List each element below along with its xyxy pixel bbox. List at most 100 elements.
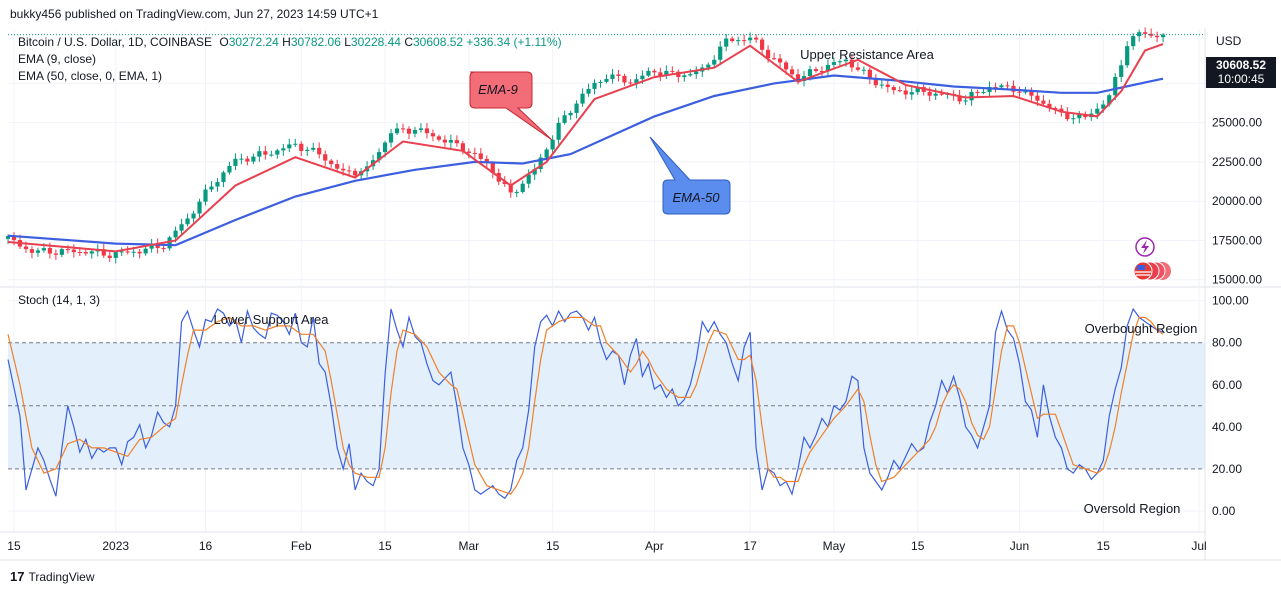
last-price-value: 30608.52 — [1215, 58, 1267, 72]
candle-body — [143, 248, 148, 254]
candle-body — [478, 153, 483, 159]
candle-body — [215, 182, 220, 187]
candle-body — [347, 170, 352, 172]
ema50-callout-label: EMA-50 — [673, 190, 721, 205]
candle-body — [23, 246, 29, 250]
candle-body — [538, 157, 543, 170]
candle-body — [867, 69, 872, 79]
ema9-legend[interactable]: EMA (9, close) — [18, 52, 97, 66]
us-flag-icon[interactable] — [1133, 261, 1171, 281]
axes: 15 2023 16 Feb 15 Mar 15 Apr 17 May 15 Jun 15 Jul 1500… — [0, 28, 1281, 561]
price-tick-label: 25000.00 — [1212, 116, 1262, 130]
candle-body — [777, 58, 783, 63]
ohlc-h-label: H — [282, 35, 291, 49]
time-tick-label: 17 — [743, 539, 757, 553]
time-tick-label: Mar — [459, 539, 480, 553]
candle-body — [53, 253, 58, 255]
candle-body — [424, 128, 430, 134]
candle-body — [694, 71, 699, 75]
candle-body — [269, 154, 274, 156]
ohlc-close: 30608.52 — [413, 35, 464, 49]
candle-body — [855, 67, 860, 70]
stoch-legend[interactable]: Stoch (14, 1, 3) — [18, 293, 101, 307]
stoch-d-line — [7, 316, 1164, 495]
candle-body — [1077, 114, 1082, 119]
candle-body — [915, 87, 920, 93]
candle-body — [1053, 108, 1058, 110]
ema9-line — [7, 43, 1164, 253]
time-tick-label: Apr — [645, 539, 664, 553]
candle-body — [472, 152, 477, 154]
symbol-name: Bitcoin / U.S. Dollar, 1D, COINBASE — [18, 35, 213, 49]
candle-body — [89, 251, 94, 254]
candle-body — [388, 133, 394, 143]
ohlc-c-label: C — [404, 35, 413, 49]
candle-body — [933, 93, 938, 96]
candle-body — [754, 37, 759, 40]
candle-body — [107, 255, 112, 258]
time-tick-label: Jun — [1010, 539, 1029, 553]
candle-body — [305, 149, 310, 151]
candle-body — [622, 75, 627, 83]
candle-body — [490, 163, 495, 173]
candle-body — [885, 84, 890, 88]
candle-body — [341, 168, 346, 171]
candle-body — [1161, 34, 1166, 38]
candle-body — [227, 165, 232, 173]
candle-body — [616, 74, 621, 76]
candle-body — [203, 189, 208, 202]
candle-body — [185, 218, 190, 225]
symbol-legend[interactable]: Bitcoin / U.S. Dollar, 1D, COINBASE O302… — [18, 35, 562, 49]
time-tick-label: 15 — [1097, 539, 1111, 553]
candle-body — [113, 252, 118, 258]
candle-body — [197, 201, 202, 214]
candle-body — [610, 74, 615, 79]
candle-body — [783, 62, 789, 70]
candle-body — [586, 88, 591, 94]
price-tick-label: 15000.00 — [1212, 273, 1262, 287]
candle-body — [658, 72, 663, 76]
candle-body — [736, 40, 741, 42]
candle-body — [574, 103, 579, 113]
candle-body — [682, 75, 687, 78]
candle-body — [897, 90, 902, 92]
candle-body — [718, 46, 723, 60]
candle-body — [406, 128, 412, 134]
candle-body — [263, 151, 268, 155]
candle-body — [1017, 91, 1022, 93]
candle-body — [233, 158, 238, 166]
candle-body — [161, 247, 166, 249]
tradingview-logo-icon: 17 — [10, 569, 25, 584]
candle-body — [813, 69, 819, 72]
candle-body — [173, 230, 178, 238]
candle-body — [789, 69, 795, 75]
candle-body — [311, 147, 316, 150]
footer[interactable]: 17 TradingView — [10, 569, 95, 584]
candle-body — [131, 251, 136, 253]
ema50-legend[interactable]: EMA (50, close, 0, EMA, 1) — [18, 69, 163, 83]
candle-body — [275, 150, 280, 155]
lightning-icon[interactable] — [1135, 237, 1155, 257]
candle-body — [436, 136, 442, 140]
candle-body — [664, 70, 669, 76]
ohlc-o-label: O — [219, 35, 229, 49]
candle-body — [1125, 46, 1130, 66]
candle-body — [676, 71, 681, 78]
time-tick-label: 15 — [911, 539, 925, 553]
candle-body — [550, 139, 555, 150]
candle-body — [119, 251, 124, 253]
candle-body — [400, 128, 406, 130]
candle-body — [849, 59, 854, 68]
candle-body — [604, 78, 609, 82]
candle-body — [11, 236, 17, 241]
candle-body — [556, 122, 561, 140]
candle-body — [975, 91, 980, 93]
bar-countdown: 10:00:45 — [1217, 72, 1265, 86]
time-tick-label: May — [823, 539, 846, 553]
ohlc-high: 30782.06 — [290, 35, 341, 49]
candle-body — [47, 248, 52, 254]
candle-body — [502, 181, 507, 185]
price-tick-label: 20000.00 — [1212, 194, 1262, 208]
candle-body — [466, 151, 471, 153]
